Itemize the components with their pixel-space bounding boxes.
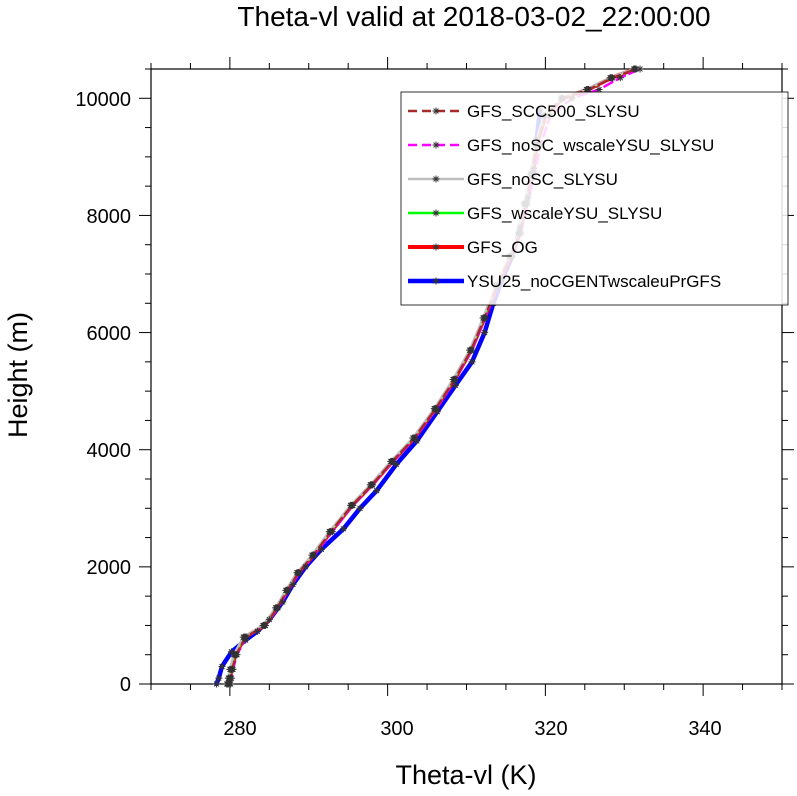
data-point (432, 405, 440, 413)
x-tick-label: 280 (223, 718, 256, 740)
data-point (339, 525, 347, 533)
data-point (227, 674, 235, 682)
y-tick-label: 2000 (87, 557, 132, 579)
x-tick-label: 340 (688, 718, 721, 740)
data-point (261, 621, 269, 629)
legend-label: GFS_wscaleYSU_SLYSU (467, 204, 662, 223)
data-point (226, 680, 234, 688)
data-point (265, 616, 273, 624)
data-point (481, 329, 489, 337)
x-tick-label: 320 (534, 718, 567, 740)
y-tick-label: 8000 (87, 206, 132, 228)
data-point (212, 680, 220, 688)
legend-markers (408, 107, 464, 285)
y-tick-label: 0 (120, 674, 131, 696)
data-point (432, 141, 440, 149)
data-point (432, 277, 440, 285)
data-point (585, 86, 593, 93)
data-point (451, 381, 459, 389)
data-point (348, 501, 356, 509)
data-point (451, 375, 459, 383)
data-point (432, 107, 440, 115)
data-point (232, 651, 240, 659)
x-tick-labels: 280 300 320 340 (223, 718, 721, 740)
legend-label: GFS_noSC_SLYSU (467, 170, 618, 189)
data-point (356, 504, 364, 512)
data-point (468, 358, 476, 366)
data-point (215, 674, 223, 682)
data-point (253, 627, 261, 635)
data-point (373, 487, 381, 495)
data-point (273, 604, 281, 612)
data-point (294, 569, 302, 577)
data-point (432, 243, 440, 251)
y-tick-label: 6000 (87, 323, 132, 345)
data-point (317, 545, 325, 553)
y-tick-labels: 0 2000 4000 6000 8000 10000 (75, 89, 131, 696)
data-point (388, 457, 396, 465)
data-point (327, 528, 335, 536)
x-tick-label: 300 (380, 718, 413, 740)
data-point (242, 633, 250, 641)
data-point (481, 314, 489, 322)
x-axis-title: Theta-vl (K) (395, 760, 536, 790)
y-axis-title: Height (m) (3, 312, 33, 438)
legend-label: GFS_SCC500_SLYSU (467, 102, 640, 121)
data-point (228, 665, 236, 673)
data-point (410, 434, 418, 442)
data-point (302, 563, 310, 571)
legend-label: GFS_OG (467, 238, 538, 257)
data-point (632, 65, 640, 73)
data-point (368, 481, 376, 489)
y-tick-label: 4000 (87, 440, 132, 462)
data-point (608, 74, 616, 82)
data-point (309, 551, 317, 559)
legend-label: YSU25_noCGENTwscaleuPrGFS (467, 272, 721, 291)
data-point (279, 598, 287, 606)
legend-box (400, 91, 789, 306)
legend-label: GFS_noSC_wscaleYSU_SLYSU (467, 136, 714, 155)
data-point (432, 209, 440, 217)
data-point (283, 586, 291, 594)
chart-title: Theta-vl valid at 2018-03-02_22:00:00 (237, 1, 710, 32)
legend: GFS_SCC500_SLYSU GFS_noSC_wscaleYSU_SLYS… (400, 91, 789, 306)
data-point (616, 74, 624, 82)
data-point (467, 346, 475, 354)
y-tick-label: 10000 (75, 89, 131, 111)
data-point (218, 662, 226, 670)
data-point (432, 175, 440, 183)
data-point (289, 580, 297, 588)
